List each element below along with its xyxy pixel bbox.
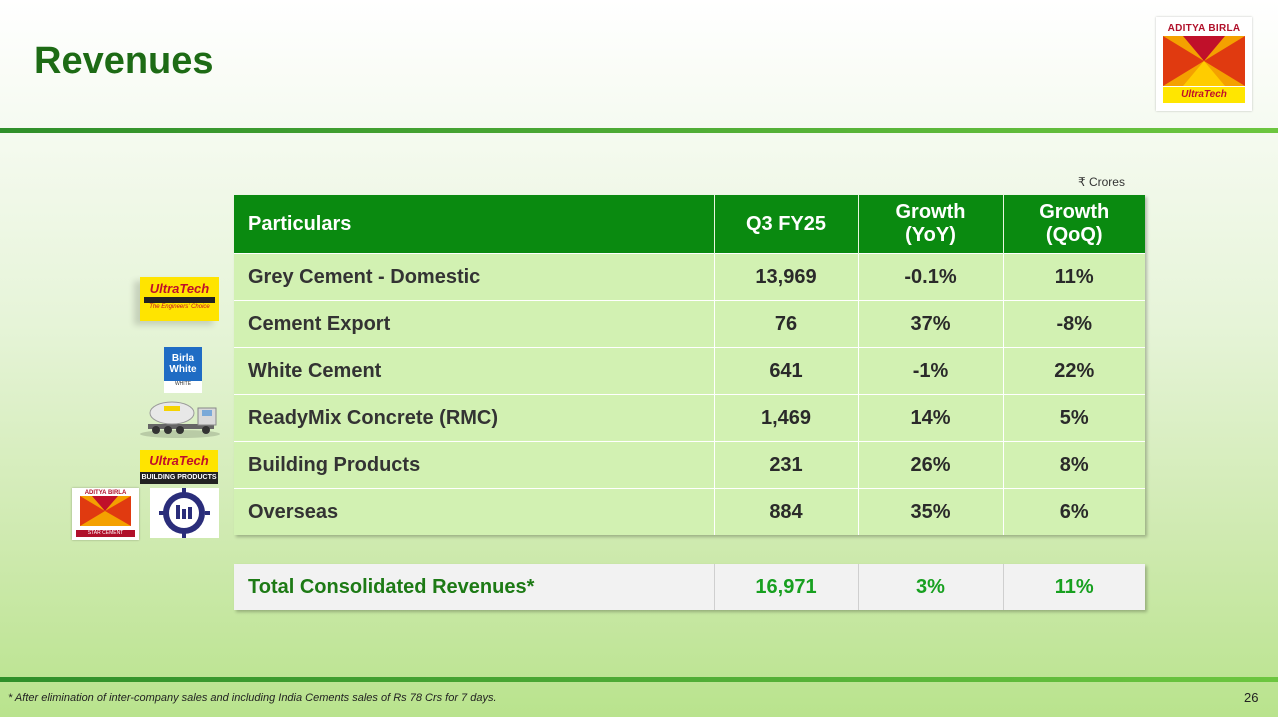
star-cement-logo: ADITYA BIRLA STAR CEMENT — [72, 488, 139, 540]
row-label: Overseas — [234, 488, 715, 535]
ultratech-cement-band — [144, 297, 215, 303]
table-row: Overseas 884 35% 6% — [234, 488, 1145, 535]
table-row: White Cement 641 -1% 22% — [234, 347, 1145, 395]
header-qoq-line1: Growth — [1039, 201, 1110, 223]
star-cement-sun-icon — [80, 496, 131, 526]
birla-white-band: WHITE — [164, 381, 202, 393]
row-q3-value: 884 — [714, 488, 859, 535]
header-q3: Q3 FY25 — [714, 195, 859, 254]
rmc-truck-icon — [140, 398, 222, 438]
row-yoy-value: -0.1% — [858, 253, 1004, 301]
row-q3-value: 13,969 — [714, 253, 859, 301]
aditya-birla-ultratech-logo: ADITYA BIRLA UltraTech — [1156, 17, 1252, 111]
row-label: White Cement — [234, 347, 715, 395]
table-row: Grey Cement - Domestic 13,969 -0.1% 11% — [234, 253, 1145, 301]
logo-brand-name: UltraTech — [1163, 87, 1245, 103]
table-row: Cement Export 76 37% -8% — [234, 300, 1145, 348]
ultratech-building-products-logo: UltraTech BUILDING PRODUCTS — [140, 450, 218, 484]
units-label: ₹ Crores — [1078, 175, 1125, 189]
ultratech-cement-logo: UltraTech The Engineers' Choice — [140, 277, 219, 321]
row-yoy-value: 35% — [858, 488, 1004, 535]
rising-sun-icon — [1163, 36, 1245, 86]
header-qoq-line2: (QoQ) — [1045, 224, 1103, 246]
row-label: Building Products — [234, 441, 715, 489]
row-qoq-value: 6% — [1003, 488, 1145, 535]
total-yoy-value: 3% — [858, 564, 1004, 610]
india-cements-logo — [150, 488, 219, 538]
row-qoq-value: 5% — [1003, 394, 1145, 442]
total-revenue-table: Total Consolidated Revenues* 16,971 3% 1… — [234, 564, 1145, 610]
total-qoq-value: 11% — [1003, 564, 1145, 610]
total-row: Total Consolidated Revenues* 16,971 3% 1… — [234, 564, 1145, 610]
row-q3-value: 641 — [714, 347, 859, 395]
header-yoy-line2: (YoY) — [905, 224, 956, 246]
row-label: ReadyMix Concrete (RMC) — [234, 394, 715, 442]
row-q3-value: 231 — [714, 441, 859, 489]
bottom-divider — [0, 677, 1278, 682]
logo-group-name: ADITYA BIRLA — [1167, 23, 1241, 34]
table-header-row: Particulars Q3 FY25 Growth (YoY) Growth … — [234, 195, 1145, 254]
row-qoq-value: 8% — [1003, 441, 1145, 489]
row-qoq-value: -8% — [1003, 300, 1145, 348]
row-q3-value: 1,469 — [714, 394, 859, 442]
row-yoy-value: 37% — [858, 300, 1004, 348]
header-growth-qoq: Growth (QoQ) — [1003, 195, 1145, 254]
table-row: Building Products 231 26% 8% — [234, 441, 1145, 489]
top-divider — [0, 128, 1278, 133]
ultratech-bp-name: UltraTech — [140, 450, 218, 472]
table-row: ReadyMix Concrete (RMC) 1,469 14% 5% — [234, 394, 1145, 442]
row-yoy-value: 26% — [858, 441, 1004, 489]
row-yoy-value: -1% — [858, 347, 1004, 395]
ultratech-cement-name: UltraTech — [149, 281, 210, 296]
page-title: Revenues — [34, 40, 214, 82]
total-q3-value: 16,971 — [714, 564, 859, 610]
total-label: Total Consolidated Revenues* — [234, 564, 715, 610]
star-cement-name: STAR CEMENT — [76, 530, 135, 537]
row-label: Cement Export — [234, 300, 715, 348]
star-cement-group: ADITYA BIRLA — [84, 490, 127, 496]
row-qoq-value: 22% — [1003, 347, 1145, 395]
header-particulars: Particulars — [234, 195, 715, 254]
birla-white-name-1: Birla — [171, 353, 195, 364]
page-number: 26 — [1244, 690, 1259, 705]
row-yoy-value: 14% — [858, 394, 1004, 442]
ultratech-cement-tagline: The Engineers' Choice — [149, 304, 210, 310]
ultratech-bp-sub: BUILDING PRODUCTS — [141, 474, 217, 481]
birla-white-name-2: White — [169, 364, 197, 375]
footnote: * After elimination of inter-company sal… — [8, 692, 497, 704]
birla-white-logo: Birla White WHITE — [164, 347, 202, 393]
row-q3-value: 76 — [714, 300, 859, 348]
revenue-table: Particulars Q3 FY25 Growth (YoY) Growth … — [234, 195, 1145, 535]
row-qoq-value: 11% — [1003, 253, 1145, 301]
row-label: Grey Cement - Domestic — [234, 253, 715, 301]
header-growth-yoy: Growth (YoY) — [858, 195, 1004, 254]
header-yoy-line1: Growth — [895, 201, 966, 223]
